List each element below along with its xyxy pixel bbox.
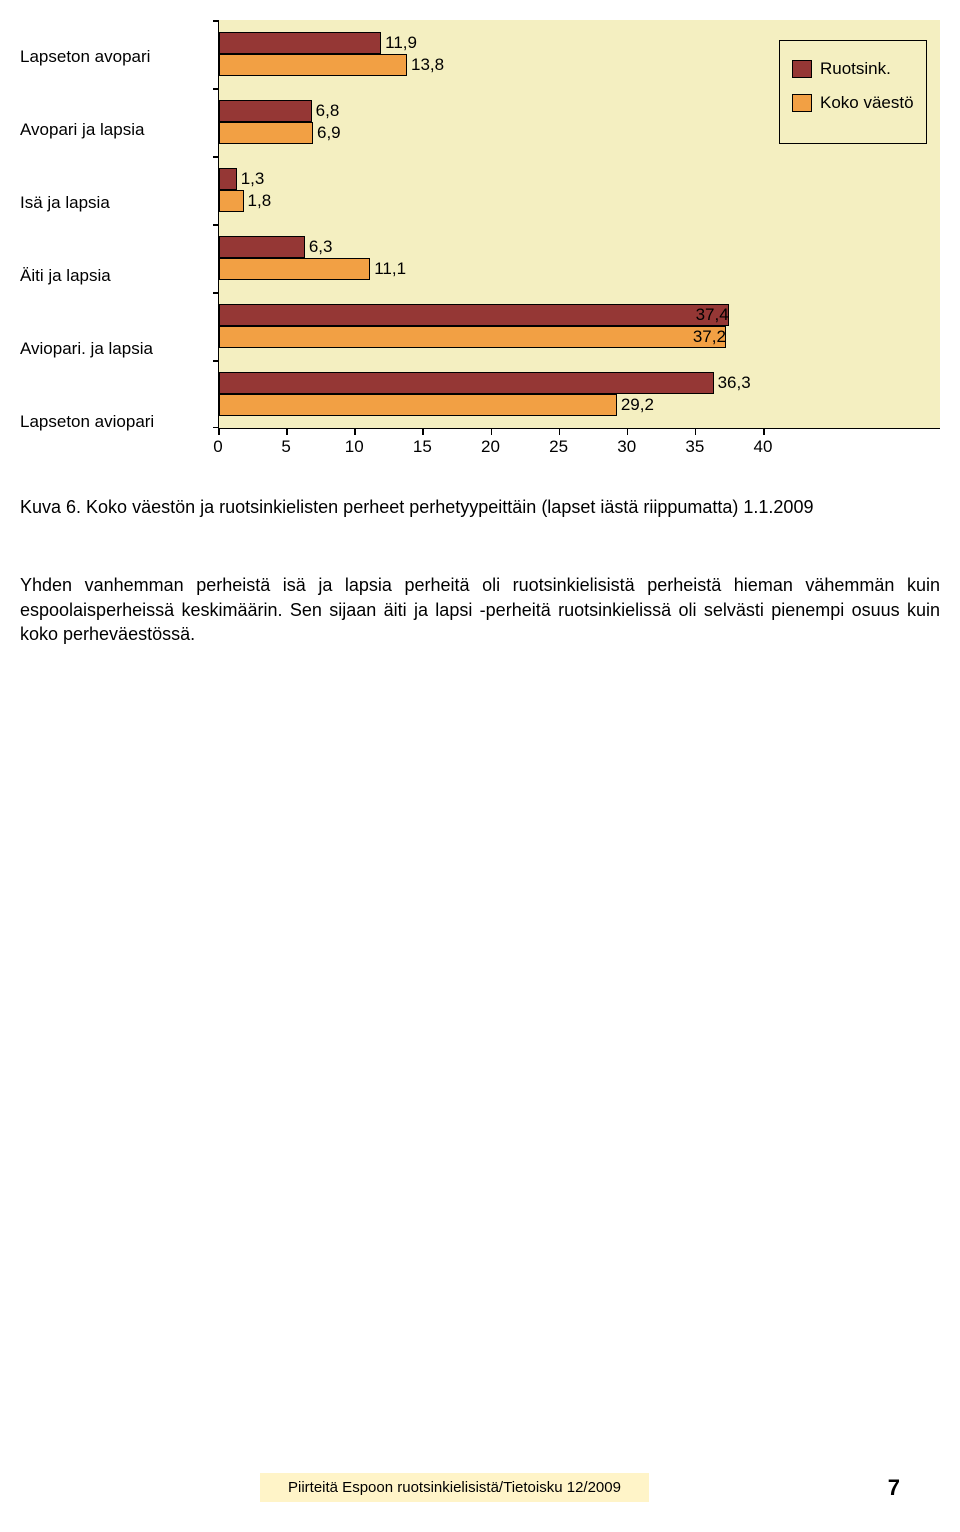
chart-legend: Ruotsink. Koko väestö [779, 40, 927, 144]
legend-item: Ruotsink. [792, 59, 914, 79]
bar-value-label: 1,3 [241, 169, 265, 189]
bar [219, 372, 714, 394]
x-tick-label: 15 [413, 437, 432, 457]
chart-caption: Kuva 6. Koko väestön ja ruotsinkielisten… [20, 495, 940, 519]
x-axis: 0510152025303540 [218, 429, 763, 459]
bar [219, 394, 617, 416]
legend-label: Koko väestö [820, 93, 914, 113]
bar [219, 32, 381, 54]
bar-value-label: 13,8 [411, 55, 444, 75]
bar [219, 236, 305, 258]
x-tick-label: 35 [685, 437, 704, 457]
bar-value-label: 6,9 [317, 123, 341, 143]
bar-value-label: 36,3 [718, 373, 751, 393]
y-axis: Lapseton avopariAvopari ja lapsiaIsä ja … [20, 20, 218, 459]
bar [219, 122, 313, 144]
bar [219, 100, 312, 122]
x-tick-label: 0 [213, 437, 222, 457]
x-tick-label: 30 [617, 437, 636, 457]
bar: 37,2 [219, 326, 726, 348]
x-tick-label: 20 [481, 437, 500, 457]
bar-value-label: 6,8 [316, 101, 340, 121]
bar-group: 1,31,8 [219, 156, 940, 224]
bar-group: 37,437,2 [219, 292, 940, 360]
legend-swatch [792, 60, 812, 78]
bar: 37,4 [219, 304, 729, 326]
bar-value-label: 29,2 [621, 395, 654, 415]
category-label: Lapseton avopari [20, 23, 210, 91]
bar [219, 258, 370, 280]
category-label: Aviopari. ja lapsia [20, 315, 210, 383]
bar [219, 190, 244, 212]
category-label: Isä ja lapsia [20, 169, 210, 237]
bar-group: 36,3 29,2 [219, 360, 940, 428]
x-tick-label: 40 [754, 437, 773, 457]
bar-value-label: 6,3 [309, 237, 333, 257]
bar-value-label: 37,2 [693, 327, 726, 347]
body-paragraph: Yhden vanhemman perheistä isä ja lapsia … [20, 573, 940, 646]
bar [219, 168, 237, 190]
bar-group: 6,3 11,1 [219, 224, 940, 292]
x-tick-label: 10 [345, 437, 364, 457]
category-label: Avopari ja lapsia [20, 96, 210, 164]
bar-value-label: 37,4 [696, 305, 729, 325]
category-label: Lapseton aviopari [20, 388, 210, 456]
chart-container: Lapseton avopariAvopari ja lapsiaIsä ja … [20, 20, 940, 459]
x-tick-label: 25 [549, 437, 568, 457]
x-tick-label: 5 [281, 437, 290, 457]
bar-value-label: 11,9 [385, 33, 417, 53]
legend-item: Koko väestö [792, 93, 914, 113]
category-label: Äiti ja lapsia [20, 242, 210, 310]
bar [219, 54, 407, 76]
footer-source: Piirteitä Espoon ruotsinkielisistä/Tieto… [260, 1473, 649, 1502]
legend-swatch [792, 94, 812, 112]
page-number: 7 [888, 1475, 900, 1501]
bar-value-label: 11,1 [374, 259, 406, 279]
legend-label: Ruotsink. [820, 59, 891, 79]
bar-value-label: 1,8 [248, 191, 272, 211]
page-footer: Piirteitä Espoon ruotsinkielisistä/Tieto… [0, 1473, 960, 1502]
